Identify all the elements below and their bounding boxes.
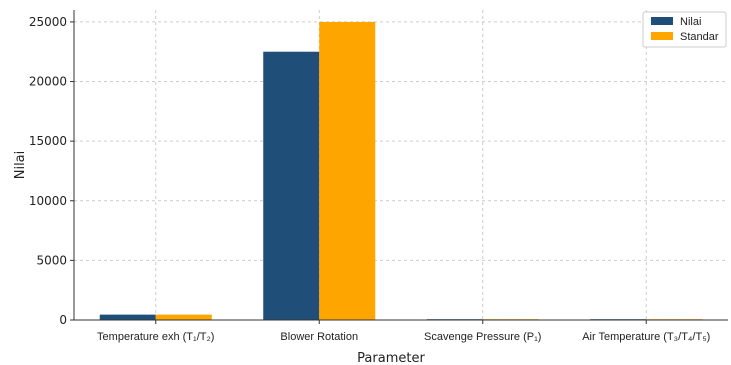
legend: Nilai Standar <box>642 11 727 48</box>
bar-standar-0 <box>155 314 212 320</box>
legend-label-nilai: Nilai <box>680 16 701 28</box>
bar-nilai-1 <box>263 51 320 320</box>
y-axis-title: Nilai <box>13 151 28 180</box>
legend-label-standar: Standar <box>680 31 719 43</box>
x-tick-labels: Temperature exh (T₁/T₂) Blower Rotation Sc… <box>97 331 710 343</box>
x-axis-title: Parameter <box>357 351 425 365</box>
y-tick-label: 5000 <box>36 253 67 267</box>
bars <box>99 21 703 321</box>
bar-nilai-0 <box>99 314 156 320</box>
x-tick-label: Temperature exh (T₁/T₂) <box>97 331 214 343</box>
x-tick-label: Blower Rotation <box>280 331 358 343</box>
y-tick-label: 0 <box>59 313 67 327</box>
y-tick-label: 20000 <box>29 75 67 89</box>
x-tick-label: Air Temperature (T₃/T₄/T₅) <box>582 331 710 343</box>
y-tick-label: 10000 <box>29 194 67 208</box>
grid-lines <box>74 10 728 320</box>
x-tick-label: Scavenge Pressure (P₁) <box>424 331 541 343</box>
bar-standar-1 <box>319 21 376 321</box>
y-tick-labels: 0 5000 10000 15000 20000 25000 <box>29 15 67 327</box>
legend-swatch-standar <box>651 32 673 40</box>
axes <box>70 10 728 324</box>
y-tick-label: 15000 <box>29 134 67 148</box>
legend-swatch-nilai <box>651 17 673 25</box>
y-tick-label: 25000 <box>29 15 67 29</box>
